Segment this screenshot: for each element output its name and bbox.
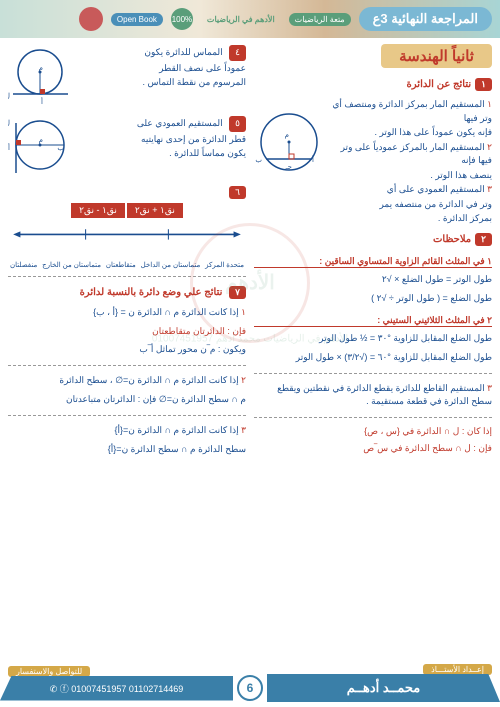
case: ١ إذا كانت الدائرة م ∩ الدائرة ن = {أ ، … bbox=[8, 306, 246, 320]
case-res: فإن : الدائرتان متقاطعتان bbox=[8, 325, 246, 339]
svg-text:م: م bbox=[39, 137, 43, 144]
header-bar: المراجعة النهائية 3ع متعة الرياضيات الأد… bbox=[0, 0, 500, 38]
item: بمركز الدائرة . bbox=[328, 212, 492, 226]
section-title: ثانياً الهندسة bbox=[381, 44, 492, 68]
item: ٢ المستقيم المار بالمركز عمودياً على وتر… bbox=[328, 141, 492, 168]
svg-text:ل: ل bbox=[8, 92, 10, 100]
circle-diagram: مبأجـ bbox=[254, 97, 324, 227]
line-labels: متحدة المركز متماستان من الداخل متقاطعتا… bbox=[8, 261, 246, 269]
content-area: ثانياً الهندسة ١نتائج عن الدائرة ١ المست… bbox=[0, 38, 500, 663]
badge: Open Book bbox=[111, 13, 163, 26]
svg-text:جـ: جـ bbox=[285, 164, 292, 171]
footer-bar: إعــداد الأستـــاذ محمــد أدهــم 6 للتوا… bbox=[0, 669, 500, 707]
item: ينصف هذا الوتر . bbox=[328, 169, 492, 183]
number-line-diagram bbox=[8, 222, 246, 257]
page-title: المراجعة النهائية 3ع bbox=[359, 7, 492, 31]
item: فإنه يكون عموداً على هذا الوتر . bbox=[328, 126, 492, 140]
tangent-diagram: م ل أ bbox=[8, 44, 73, 111]
item: يكون مماساً للدائرة . bbox=[77, 147, 246, 161]
badge: متعة الرياضيات bbox=[289, 13, 351, 26]
item: المرسوم من نقطة التماس . bbox=[77, 76, 246, 90]
topic-7: ٧ نتائج علي وضع دائرة بالنسبة لدائرة bbox=[8, 286, 246, 299]
contact-info: 01102714469 ⓕ 01007451957 ✆ bbox=[0, 676, 233, 701]
item: وتر في الدائرة من منتصفه يمر bbox=[328, 198, 492, 212]
svg-text:أ: أ bbox=[8, 142, 10, 152]
case-res: سطح الدائرة م ∩ سطح الدائرة ن={أ} bbox=[8, 443, 246, 457]
item: ٥ المستقيم العمودي على bbox=[77, 116, 246, 132]
svg-text:أ: أ bbox=[41, 96, 43, 106]
item: ٣ المستقيم العمودي على أي bbox=[328, 183, 492, 197]
formula: طول الضلع المقابل للزاوية °٣٠ = ½ طول ال… bbox=[254, 332, 492, 346]
formula: طول الضلع المقابل للزاوية °٦٠ = (√٣/٢) ×… bbox=[254, 351, 492, 365]
formula: طول الضلع = ( طول الوتر ÷ √٢ ) bbox=[254, 292, 492, 306]
bottom-item: إذا كان : ل ∩ الدائرة في {س ، ص} bbox=[254, 425, 492, 439]
case-extra: ويكون : م‾ن محور تماثل أ‾ب bbox=[8, 343, 246, 357]
item: قطر الدائرة من إحدى نهايتيه bbox=[77, 133, 246, 147]
item: عموداً على نصف القطر bbox=[77, 62, 246, 76]
svg-text:ل: ل bbox=[8, 119, 10, 127]
case: م ∩ سطح الدائرة ن=∅ فإن : الدائرتان متبا… bbox=[8, 393, 246, 407]
topic-2: ٢ملاحظات bbox=[254, 233, 492, 246]
formula-header: نق١ + نق٢ bbox=[127, 203, 183, 218]
item: ٣ المستقيم القاطع للدائرة يقطع الدائرة ف… bbox=[254, 382, 492, 409]
formula: طول الوتر = طول الضلع × √٢ bbox=[254, 273, 492, 287]
section-6: ٦ bbox=[8, 186, 246, 199]
logo-icon bbox=[79, 7, 103, 31]
formula-header: نق١ - نق٢ bbox=[71, 203, 125, 218]
svg-text:ب: ب bbox=[57, 145, 64, 152]
case: ٢ إذا كانت الدائرة م ∩ الدائرة ن=∅ ، سطح… bbox=[8, 374, 246, 388]
svg-text:ب: ب bbox=[255, 157, 262, 164]
footer-name-label: إعــداد الأستـــاذ bbox=[423, 664, 492, 675]
note: ١ في المثلث القائم الزاوية المتساوي السا… bbox=[254, 256, 492, 268]
left-column: ٤ المماس للدائرة يكون عموداً على نصف الق… bbox=[8, 44, 246, 657]
page-number: 6 bbox=[237, 675, 263, 701]
right-column: ثانياً الهندسة ١نتائج عن الدائرة ١ المست… bbox=[254, 44, 492, 657]
bottom-item: فإن : ل ∩ سطح الدائرة في س‾ص bbox=[254, 442, 492, 456]
note: ٢ في المثلث الثلاثيني الستيني : bbox=[254, 315, 492, 327]
footer-contact-label: للتواصل والاستفسار bbox=[8, 666, 90, 677]
item: ٤ المماس للدائرة يكون bbox=[77, 45, 246, 61]
author-name: محمــد أدهــم bbox=[267, 674, 500, 702]
topic-1: ١نتائج عن الدائرة bbox=[254, 78, 492, 91]
badge: 100% bbox=[171, 8, 193, 30]
perp-diagram: م ل أ ب bbox=[8, 115, 73, 182]
case: ٣ إذا كانت الدائرة م ∩ الدائرة ن={أ} bbox=[8, 424, 246, 438]
svg-text:م: م bbox=[285, 132, 289, 139]
badge: الأدهم في الرياضيات bbox=[201, 13, 281, 26]
svg-text:م: م bbox=[39, 65, 43, 72]
item: ١ المستقيم المار بمركز الدائرة ومنتصف أي… bbox=[328, 98, 492, 125]
